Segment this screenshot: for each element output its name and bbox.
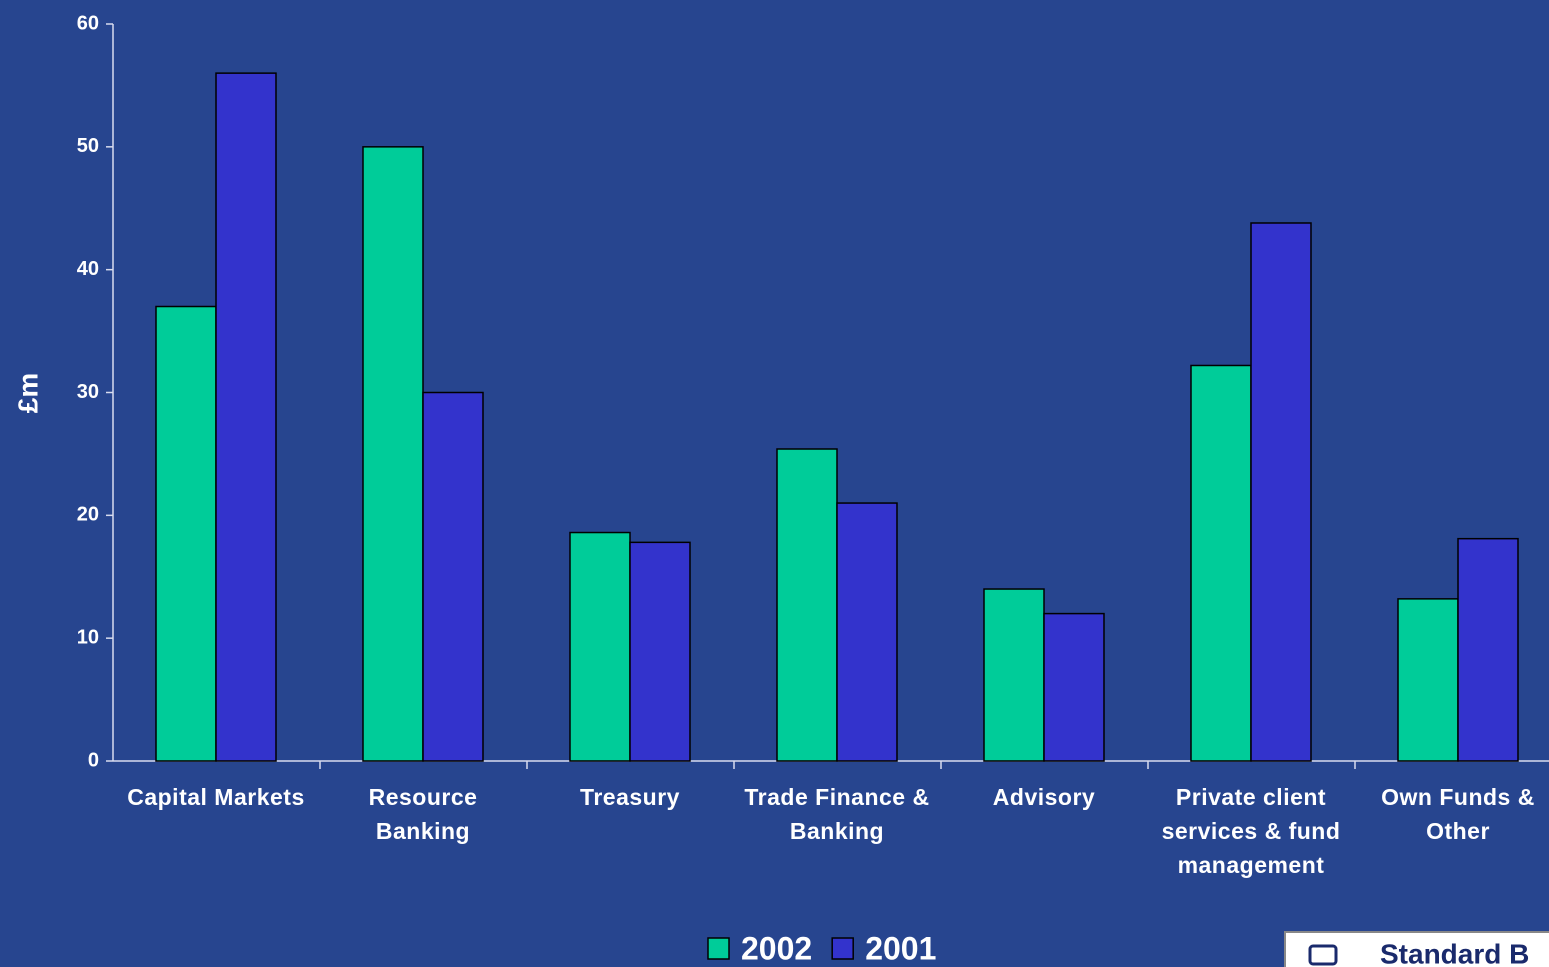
logo-text: Standard B [1380,938,1529,967]
bar [983,588,1045,762]
bar [1457,537,1519,762]
bar [1397,598,1459,762]
x-tick-label: Treasury [580,784,680,810]
legend-label: 2001 [865,930,936,966]
y-tick-label: 50 [77,135,99,157]
x-tick-label: Advisory [992,784,1096,810]
bar [776,448,838,762]
x-tick-label: Private client services & fund managemen… [1161,784,1341,878]
x-tick-label: Own Funds & Other [1381,784,1535,844]
bar [155,305,217,762]
bar [215,72,277,762]
logo-icon [1308,944,1338,966]
y-tick-label: 20 [77,504,99,526]
legend-swatch [707,937,730,960]
bar [362,146,424,762]
y-tick-label: 40 [77,258,99,280]
x-tick-label: Trade Finance & Banking [744,784,930,844]
y-tick-label: 10 [77,626,99,648]
bar [569,531,631,762]
legend-swatch [831,937,854,960]
bar [1043,612,1105,762]
bar [1190,364,1252,762]
x-tick-label: Capital Markets [127,784,305,810]
y-tick-label: 30 [77,381,99,403]
legend-label: 2002 [741,930,812,966]
y-axis-label: £m [12,373,43,413]
bar [422,391,484,762]
bar [1250,222,1312,762]
bar [836,502,898,762]
bar [629,541,691,762]
logo-box [1284,931,1549,967]
y-tick-label: 0 [88,749,99,771]
y-tick-label: 60 [77,12,99,34]
x-tick-label: Resource Banking [368,784,478,844]
